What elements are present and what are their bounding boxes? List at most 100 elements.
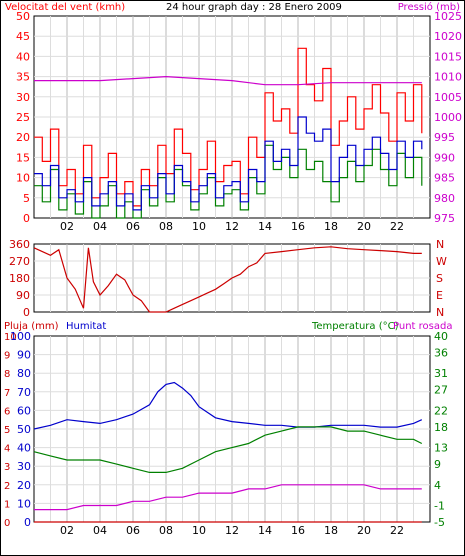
humidity-y-tick: 50: [17, 423, 31, 436]
rain-y-tick: 6: [4, 406, 10, 417]
climate-x-tick: 04: [93, 524, 107, 537]
direction-y-tick: 270: [9, 255, 30, 268]
wind-y-tick: 20: [16, 131, 30, 144]
humidity-y-tick: 70: [17, 386, 31, 399]
humidity-y-tick: 20: [17, 479, 31, 492]
climate-x-tick: 08: [159, 524, 173, 537]
temperature-y-tick: 9: [434, 458, 441, 471]
direction-compass-tick: N: [436, 306, 444, 319]
wind-y-tick: 25: [16, 111, 30, 124]
temperature-y-tick: 4: [434, 479, 441, 492]
wind-x-tick: 06: [126, 220, 140, 233]
chart-title: 24 hour graph day : 28 Enero 2009: [166, 2, 342, 13]
temperature-axis-label: Temperatura (°C): [311, 321, 399, 332]
humidity-y-tick: 100: [10, 330, 31, 343]
climate-x-tick: 14: [258, 524, 272, 537]
climate-x-tick: 16: [291, 524, 305, 537]
dew-point-axis-label: Punt rosada: [393, 321, 452, 332]
wind-x-tick: 22: [390, 220, 404, 233]
wind-y-tick: 0: [23, 212, 30, 225]
pressure-y-tick: 1010: [434, 71, 462, 84]
pressure-y-tick: 975: [434, 212, 455, 225]
rain-y-tick: 9: [4, 351, 10, 362]
pressure-y-tick: 1000: [434, 111, 462, 124]
wind-x-tick: 02: [60, 220, 74, 233]
temperature-y-tick: 22: [434, 404, 448, 417]
series-pressi---mb-: [34, 75, 422, 86]
pressure-y-tick: 990: [434, 151, 455, 164]
series-wind-direction: [33, 246, 422, 313]
direction-y-tick: 180: [9, 272, 30, 285]
wind-y-tick: 30: [16, 91, 30, 104]
wind-y-tick: 50: [16, 10, 30, 23]
wind-y-tick: 10: [16, 172, 30, 185]
temperature-y-tick: 18: [434, 421, 448, 434]
climate-x-tick: 06: [126, 524, 140, 537]
direction-y-tick: 90: [16, 289, 30, 302]
direction-compass-tick: W: [436, 255, 447, 268]
pressure-axis-label: Pressió (mb): [398, 1, 460, 13]
temperature-y-tick: -5: [434, 516, 445, 529]
rain-y-tick: 8: [4, 369, 10, 380]
climate-x-tick: 20: [357, 524, 371, 537]
climate-x-tick: 18: [324, 524, 338, 537]
rain-y-tick: 1: [4, 499, 10, 510]
wind-speed-axis-label: Velocitat del vent (kmh): [5, 2, 125, 13]
series-temperatura---c-: [33, 426, 423, 473]
direction-y-tick: 360: [9, 238, 30, 251]
direction-compass-tick: N: [436, 238, 444, 251]
pressure-y-tick: 1015: [434, 50, 462, 63]
series-velocitat-mitjana--kmh-: [34, 116, 423, 211]
temperature-y-tick: 36: [434, 347, 448, 360]
rain-y-tick: 4: [4, 444, 10, 455]
pressure-y-tick: 985: [434, 172, 455, 185]
humidity-axis-label: Humitat: [66, 321, 106, 332]
direction-compass-tick: E: [436, 289, 443, 302]
wind-y-tick: 45: [16, 30, 30, 43]
wind-x-tick: 12: [225, 220, 239, 233]
humidity-y-tick: 30: [17, 460, 31, 473]
rain-y-tick: 7: [4, 388, 10, 399]
temperature-y-tick: -1: [434, 499, 445, 512]
series-r-fega--kmh-: [34, 144, 423, 219]
rain-y-tick: 3: [4, 462, 10, 473]
humidity-y-tick: 40: [17, 442, 31, 455]
temperature-y-tick: 40: [434, 330, 448, 343]
rain-y-tick: 5: [4, 425, 10, 436]
wind-x-tick: 18: [324, 220, 338, 233]
wind-x-tick: 04: [93, 220, 107, 233]
humidity-y-tick: 60: [17, 404, 31, 417]
pressure-y-tick: 1005: [434, 91, 462, 104]
series-velocitat-del-vent--kmh-: [34, 47, 423, 207]
direction-compass-tick: S: [436, 272, 443, 285]
rain-y-tick: 10: [4, 332, 17, 343]
pressure-y-tick: 1025: [434, 10, 462, 23]
direction-y-tick: 0: [23, 306, 30, 319]
rain-y-tick: 0: [4, 518, 10, 529]
wind-x-tick: 20: [357, 220, 371, 233]
series-punt-rosada: [34, 484, 422, 511]
climate-x-tick: 02: [60, 524, 74, 537]
wind-y-tick: 35: [16, 71, 30, 84]
humidity-y-tick: 10: [17, 497, 31, 510]
wind-x-tick: 08: [159, 220, 173, 233]
wind-y-tick: 40: [16, 50, 30, 63]
wind-x-tick: 14: [258, 220, 272, 233]
humidity-y-tick: 0: [24, 516, 31, 529]
wind-y-tick: 15: [16, 151, 30, 164]
temperature-y-tick: 27: [434, 384, 448, 397]
climate-x-tick: 22: [390, 524, 404, 537]
series-humitat: [33, 381, 423, 430]
temperature-y-tick: 13: [434, 442, 448, 455]
wind-x-tick: 16: [291, 220, 305, 233]
wind-x-tick: 10: [192, 220, 206, 233]
climate-x-tick: 12: [225, 524, 239, 537]
rain-axis-label: Pluja (mm): [4, 321, 59, 332]
pressure-y-tick: 995: [434, 131, 455, 144]
climate-x-tick: 10: [192, 524, 206, 537]
temperature-y-tick: 31: [434, 367, 448, 380]
pressure-y-tick: 980: [434, 192, 455, 205]
rain-y-tick: 2: [4, 481, 10, 492]
